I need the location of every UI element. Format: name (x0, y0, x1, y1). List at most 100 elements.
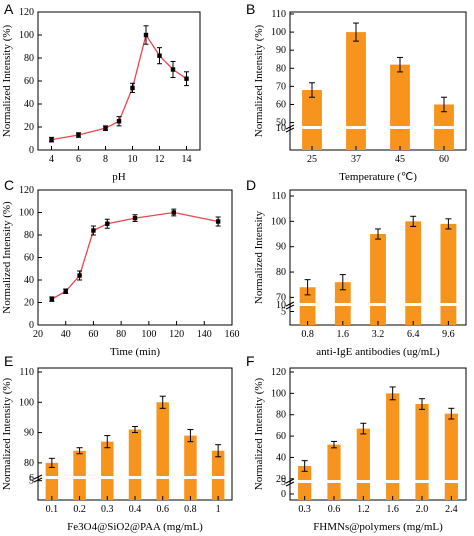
y-tick-label: 100 (19, 397, 34, 408)
y-axis-label: Normalized Intensity (%) (253, 24, 265, 137)
x-tick-label: 100 (141, 329, 156, 340)
data-point (215, 219, 221, 224)
bar (370, 234, 386, 325)
bar (101, 441, 114, 500)
axis-break-gap (291, 480, 465, 483)
bar (45, 462, 59, 500)
axis-break-mark (285, 478, 295, 484)
axis-break-mark (33, 477, 43, 483)
bar (346, 32, 366, 150)
data-point (77, 273, 82, 278)
axis-break-mark (285, 304, 295, 310)
panel-letter: F (246, 353, 255, 369)
y-tick-label: 110 (271, 191, 286, 202)
y-tick-label: 110 (271, 9, 286, 20)
data-point (130, 85, 135, 91)
x-tick-label: 4 (49, 154, 54, 165)
y-tick-label: 80 (24, 458, 34, 469)
y-tick-label: 80 (276, 410, 286, 421)
plot-frame (37, 11, 201, 151)
y-tick-label: 40 (24, 99, 34, 110)
x-axis-label: pH (112, 171, 126, 183)
x-tick-label: 25 (307, 154, 317, 165)
axis-break-mark (285, 127, 295, 133)
x-tick-label: 8 (103, 154, 108, 165)
data-point (105, 221, 110, 226)
y-tick-label: 100 (271, 388, 286, 399)
data-point (170, 67, 176, 72)
bar (327, 444, 341, 500)
y-tick-label: 110 (19, 367, 34, 378)
y-tick-label: 0 (29, 320, 34, 331)
y-tick-label: 20 (276, 474, 286, 485)
data-point (49, 296, 55, 302)
x-tick-label: 0.8 (301, 329, 314, 340)
plot-frame (289, 367, 467, 501)
y-tick-label: 40 (276, 452, 286, 463)
x-tick-label: 0.4 (129, 504, 142, 515)
y-tick-label: 120 (19, 185, 34, 196)
y-tick-label: 40 (24, 275, 34, 286)
y-tick-label: 80 (276, 267, 286, 278)
x-tick-label: 45 (395, 154, 405, 165)
bar (386, 393, 400, 500)
x-tick-label: 140 (197, 329, 212, 340)
plot-frame (289, 11, 467, 151)
x-tick-label: 0.2 (73, 504, 86, 515)
x-tick-label: 0.6 (156, 504, 169, 515)
series-line (51, 211, 219, 300)
x-tick-label: 160 (225, 329, 240, 340)
y-tick-label: 80 (24, 53, 34, 64)
data-point (63, 289, 68, 294)
y-axis-label: Normalized Intensity (%) (1, 377, 13, 490)
data-point (103, 125, 108, 131)
y-tick-label: 5 (29, 476, 34, 487)
y-tick-label: 0 (281, 489, 286, 500)
bar (299, 287, 316, 325)
y-tick-label: 6 (29, 473, 34, 484)
y-tick-label: 10 (276, 123, 286, 134)
bar (156, 402, 169, 500)
data-point (171, 210, 176, 215)
x-tick-label: 0.3 (101, 504, 114, 515)
axis-break-mark (285, 301, 295, 307)
x-tick-label: 6.4 (407, 329, 420, 340)
x-tick-label: 0.1 (46, 504, 59, 515)
y-tick-label: 90 (24, 428, 34, 439)
x-tick-label: 80 (116, 329, 126, 340)
bar (302, 90, 322, 150)
bar (73, 450, 86, 500)
y-tick-label: 60 (276, 431, 286, 442)
x-tick-label: 2.4 (445, 504, 458, 515)
y-tick-label: 100 (19, 30, 34, 41)
x-tick-label: 1.2 (357, 504, 370, 515)
x-tick-label: 37 (351, 154, 361, 165)
panel-letter: B (246, 1, 255, 17)
x-axis-label: Temperature (℃) (339, 171, 417, 183)
y-tick-label: 100 (271, 216, 286, 227)
data-point (157, 53, 162, 58)
y-tick-label: 120 (271, 367, 286, 378)
x-tick-label: 0.6 (328, 504, 341, 515)
y-tick-label: 80 (276, 63, 286, 74)
axis-break-mark (285, 124, 295, 130)
panel-a: A 4 6 8 10 12 14 0 20 40 60 80 100 120 pH Normalized In… (1, 1, 201, 183)
data-point (184, 76, 189, 81)
x-tick-label: 3.2 (372, 329, 385, 340)
y-tick-label: 60 (24, 253, 34, 264)
panel-letter: A (4, 1, 14, 17)
x-tick-label: 20 (33, 329, 43, 340)
y-tick-label: 70 (276, 81, 286, 92)
plot-frame (37, 189, 233, 326)
bar (405, 221, 422, 325)
y-tick-label: 80 (24, 230, 34, 241)
x-tick-label: 2.0 (416, 504, 429, 515)
axis-break-mark (33, 474, 43, 480)
y-tick-label: 60 (276, 99, 286, 110)
y-tick-label: 90 (276, 45, 286, 56)
panel-letter: C (4, 177, 14, 193)
y-tick-label: 120 (19, 7, 34, 18)
